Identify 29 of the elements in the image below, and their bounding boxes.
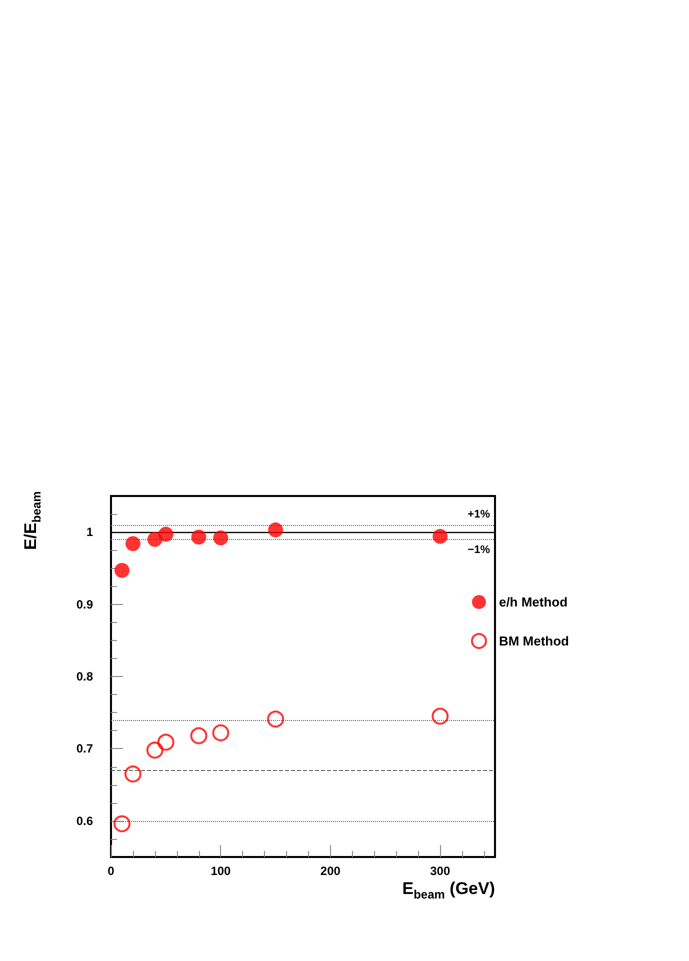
y-tick-label: 0.9 xyxy=(76,597,94,612)
legend-label: e/h Method xyxy=(498,594,568,610)
point xyxy=(125,536,140,552)
ref-line-label: −1% xyxy=(468,544,490,556)
point xyxy=(124,765,142,782)
point xyxy=(432,708,449,725)
x-tick-label: 100 xyxy=(210,864,232,878)
point xyxy=(190,727,208,744)
ref-line-label: +1% xyxy=(468,508,490,520)
point xyxy=(113,815,130,832)
x-tick-label: 300 xyxy=(430,864,450,878)
point xyxy=(268,522,284,538)
point xyxy=(114,562,130,578)
point xyxy=(267,710,284,728)
point xyxy=(146,742,164,759)
y-tick-label: 0.8 xyxy=(76,670,94,684)
point xyxy=(213,530,228,546)
point xyxy=(191,530,206,545)
x-axis-title: E$_{beam}$ (GeV) xyxy=(402,879,495,902)
legend-label: BM Method xyxy=(498,634,570,648)
point xyxy=(432,528,448,544)
point xyxy=(212,724,230,742)
x-tick-label: 200 xyxy=(320,864,341,878)
y-tick-label: 0.6 xyxy=(76,814,94,828)
point xyxy=(157,734,174,751)
point xyxy=(158,526,174,542)
y-tick-label: 0.7 xyxy=(76,742,94,756)
y-tick-label: 1 xyxy=(86,525,94,540)
x-tick-label: 0 xyxy=(108,864,115,878)
